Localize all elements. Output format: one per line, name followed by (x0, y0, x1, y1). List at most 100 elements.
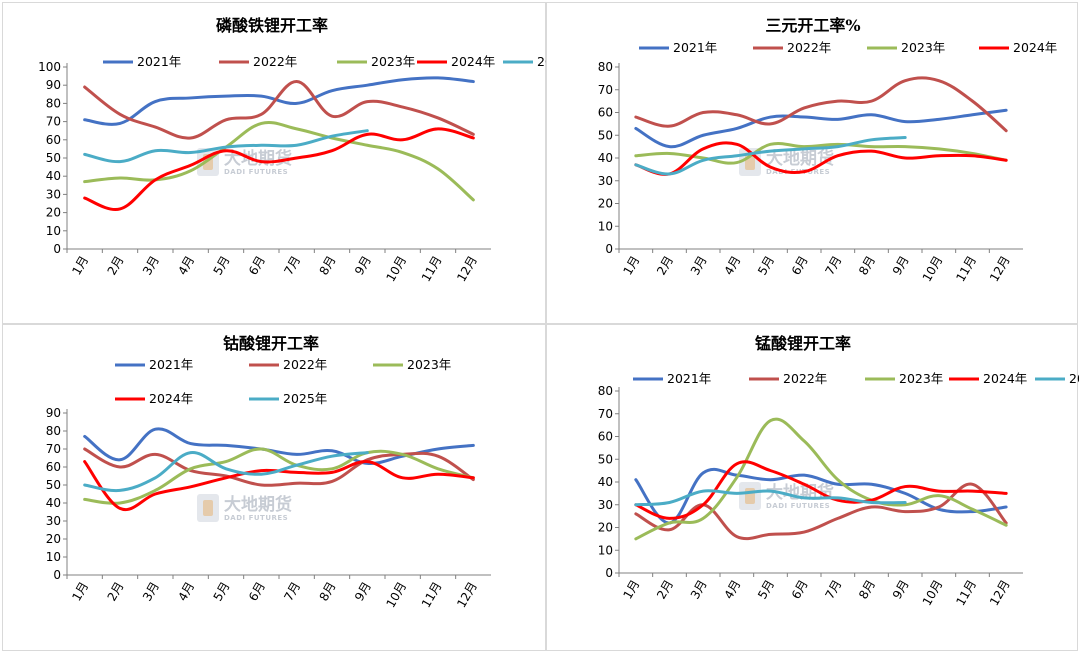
x-tick-label: 5月 (211, 254, 233, 278)
x-tick-label: 5月 (755, 578, 777, 602)
y-tick-label: 20 (598, 521, 613, 535)
legend-item-2024: 2024年 (949, 371, 1027, 386)
y-tick-label: 0 (53, 568, 61, 582)
y-tick-label: 30 (598, 174, 613, 188)
x-tick-label: 8月 (317, 254, 339, 278)
series-line-2022 (83, 80, 475, 140)
y-tick-label: 10 (46, 224, 61, 238)
y-tick-label: 10 (598, 219, 613, 233)
chart-panel-lco: 钴酸锂开工率 大地期货 DADI FUTURES 0 10 20 30 40 50 60 70 80 9… (2, 324, 546, 651)
legend-label: 2021年 (149, 357, 193, 372)
series-line-2023 (83, 447, 475, 505)
x-tick-label: 4月 (175, 254, 197, 278)
x-tick-label: 1月 (69, 254, 91, 278)
y-tick-label: 40 (46, 496, 61, 510)
legend-label: 2022年 (787, 40, 831, 55)
y-tick-label: 80 (46, 96, 61, 110)
legend-item-2021: 2021年 (115, 357, 193, 372)
x-tick-label: 1月 (69, 580, 91, 604)
y-tick-label: 90 (46, 406, 61, 420)
x-tick-label: 3月 (140, 580, 162, 604)
series-line-2023 (634, 141, 1008, 165)
legend-label: 2023年 (407, 357, 451, 372)
series-line-2025 (83, 129, 369, 164)
chart-lmo-title: 锰酸锂开工率 (755, 334, 851, 353)
legend-item-2022: 2022年 (749, 371, 827, 386)
watermark-brand: 大地期货 (766, 148, 834, 169)
x-tick-label: 2月 (105, 254, 127, 278)
x-tick-label: 12月 (454, 254, 480, 285)
series-line-2022 (634, 76, 1008, 133)
watermark-sub: DADI FUTURES (224, 168, 288, 176)
y-tick-label: 0 (53, 242, 61, 256)
y-tick-label: 40 (598, 475, 613, 489)
legend-label: 2025年 (537, 54, 547, 69)
legend-label: 2022年 (253, 54, 297, 69)
x-tick-label: 2月 (654, 254, 676, 278)
x-tick-label: 5月 (755, 254, 777, 278)
y-tick-label: 20 (46, 532, 61, 546)
y-tick-label: 80 (46, 424, 61, 438)
y-tick-label: 0 (605, 566, 613, 580)
series-line-2021 (634, 108, 1008, 149)
series-line-2023 (83, 121, 475, 202)
y-tick-label: 0 (605, 242, 613, 256)
legend-item-2024: 2024年 (417, 54, 495, 69)
x-tick-label: 12月 (987, 254, 1013, 285)
legend-label: 2023年 (899, 371, 943, 386)
y-tick-label: 80 (598, 60, 613, 74)
x-tick-label: 8月 (317, 580, 339, 604)
legend-item-2023: 2023年 (373, 357, 451, 372)
legend-item-2022: 2022年 (249, 357, 327, 372)
legend-item-2022: 2022年 (219, 54, 297, 69)
watermark-logo-icon-inner (745, 488, 755, 504)
x-tick-label: 8月 (856, 254, 878, 278)
y-tick-label: 60 (598, 430, 613, 444)
x-tick-label: 9月 (890, 254, 912, 278)
y-tick-label: 10 (46, 550, 61, 564)
series-line-2024 (634, 141, 1008, 176)
legend-item-2024: 2024年 (115, 391, 193, 406)
legend-label: 2024年 (1013, 40, 1057, 55)
y-tick-label: 100 (38, 60, 61, 74)
x-tick-label: 10月 (920, 578, 946, 609)
legend-label: 2024年 (451, 54, 495, 69)
legend-item-2024: 2024年 (979, 40, 1057, 55)
x-tick-label: 8月 (856, 578, 878, 602)
x-tick-label: 3月 (688, 578, 710, 602)
y-tick-label: 50 (598, 452, 613, 466)
series-line-2025 (634, 136, 907, 176)
chart-lfp-title: 磷酸铁锂开工率 (216, 16, 328, 35)
x-tick-label: 11月 (419, 580, 445, 611)
x-tick-label: 10月 (383, 254, 409, 285)
x-tick-label: 7月 (822, 578, 844, 602)
y-tick-label: 70 (46, 442, 61, 456)
y-tick-label: 30 (46, 514, 61, 528)
chart-panel-lfp: 磷酸铁锂开工率 大地期货 DADI FUTURES 0 10 20 30 40 50 60 70 80… (2, 2, 547, 324)
y-tick-label: 20 (46, 206, 61, 220)
x-tick-label: 6月 (789, 254, 811, 278)
legend-item-2021: 2021年 (639, 40, 717, 55)
legend-label: 2022年 (283, 357, 327, 372)
legend-item-2025: 2025年 (249, 391, 327, 406)
x-tick-label: 9月 (352, 580, 374, 604)
x-tick-label: 4月 (721, 254, 743, 278)
legend-label: 2025年 (283, 391, 327, 406)
y-tick-label: 60 (598, 106, 613, 120)
legend-label: 2021年 (137, 54, 181, 69)
legend-label: 2024年 (983, 371, 1027, 386)
x-tick-label: 12月 (987, 578, 1013, 609)
x-tick-label: 11月 (953, 578, 979, 609)
x-tick-label: 12月 (454, 580, 480, 611)
y-tick-label: 40 (46, 169, 61, 183)
series-line-2024 (634, 460, 1008, 520)
x-tick-label: 2月 (105, 580, 127, 604)
y-tick-label: 50 (46, 151, 61, 165)
x-tick-label: 6月 (246, 254, 268, 278)
legend-item-2025: 2025年 (503, 54, 547, 69)
